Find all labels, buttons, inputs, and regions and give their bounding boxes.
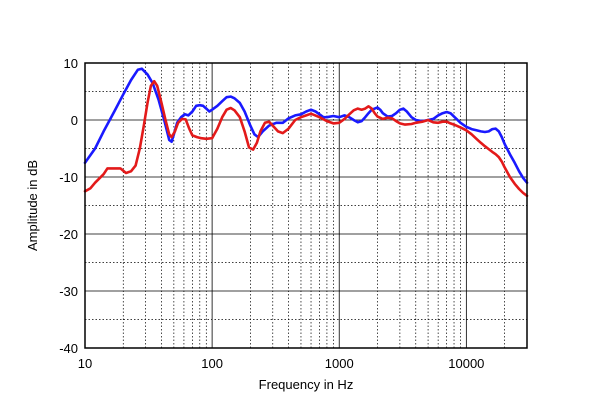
- x-tick-label: 10: [78, 356, 92, 371]
- y-axis-title: Amplitude in dB: [25, 160, 40, 251]
- x-tick-label: 1000: [325, 356, 354, 371]
- y-tick-label: -20: [59, 227, 78, 242]
- y-tick-label: -10: [59, 170, 78, 185]
- plot-frame: [84, 62, 528, 349]
- series-line-2: [83, 79, 529, 198]
- x-axis-title: Frequency in Hz: [259, 377, 354, 392]
- minor-gridlines: [85, 63, 528, 348]
- series-line-1: [83, 67, 529, 184]
- x-tick-label: 100: [201, 356, 223, 371]
- y-tick-label: 10: [64, 56, 78, 71]
- y-tick-label: -30: [59, 284, 78, 299]
- y-tick-label: -40: [59, 341, 78, 356]
- y-tick-label: 0: [71, 113, 78, 128]
- x-tick-label: 10000: [448, 356, 484, 371]
- series-layer: [83, 67, 529, 198]
